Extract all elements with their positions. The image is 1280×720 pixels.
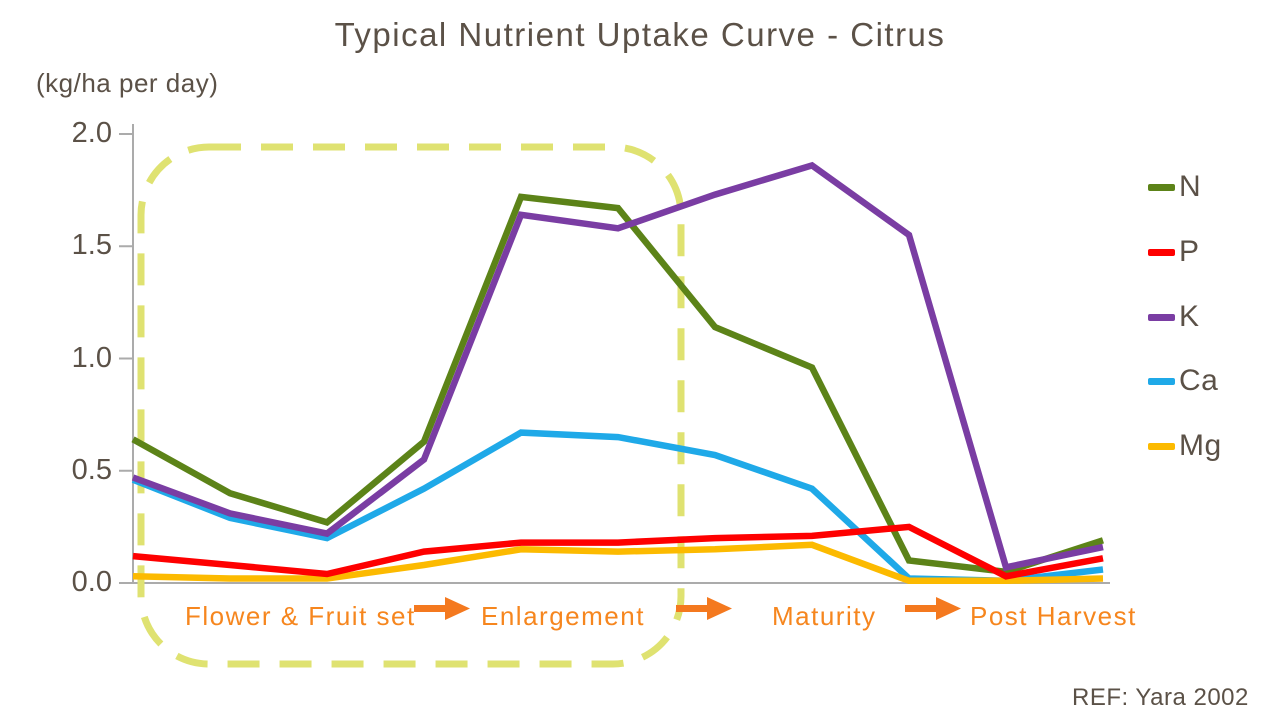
legend-swatch-P (1148, 248, 1175, 256)
y-tick-label-0.0: 0.0 (71, 566, 112, 598)
legend-label-K: K (1179, 300, 1200, 333)
legend-label-P: P (1179, 235, 1200, 268)
highlight-dashed-box (137, 143, 685, 668)
y-tick-label-1.0: 1.0 (71, 341, 112, 374)
legend-swatch-Mg (1148, 442, 1175, 450)
phase-label-0: Flower & Fruit set (185, 601, 416, 631)
y-tick-label-0.5: 0.5 (71, 453, 112, 486)
legend-item-N: N (1148, 170, 1201, 204)
phase-label-1: Enlargement (481, 601, 645, 631)
series-line-N (131, 193, 1105, 576)
legend-label-Mg: Mg (1179, 429, 1222, 462)
series-line-K (131, 161, 1104, 572)
legend-swatch-Ca (1148, 377, 1175, 385)
chart-title: Typical Nutrient Uptake Curve - Citrus (334, 16, 946, 53)
legend-label-N: N (1179, 170, 1202, 203)
phase-label-2: Maturity (772, 601, 877, 631)
reference-note: REF: Yara 2002 (1072, 684, 1249, 711)
y-axis-unit-label: (kg/ha per day) (36, 68, 219, 98)
legend-item-Ca: Ca (1148, 364, 1218, 398)
phase-label-3: Post Harvest (970, 601, 1137, 631)
legend-swatch-K (1148, 313, 1175, 321)
legend-item-Mg: Mg (1148, 429, 1222, 463)
legend-item-P: P (1148, 235, 1200, 269)
series-line-P (132, 523, 1104, 580)
legend-item-K: K (1148, 300, 1200, 334)
y-tick-label-1.5: 1.5 (71, 229, 112, 262)
y-tick-label-2.0: 2.0 (71, 117, 112, 149)
legend-label-Ca: Ca (1179, 364, 1219, 397)
series-line-Mg (132, 541, 1104, 585)
legend-swatch-N (1148, 183, 1175, 191)
